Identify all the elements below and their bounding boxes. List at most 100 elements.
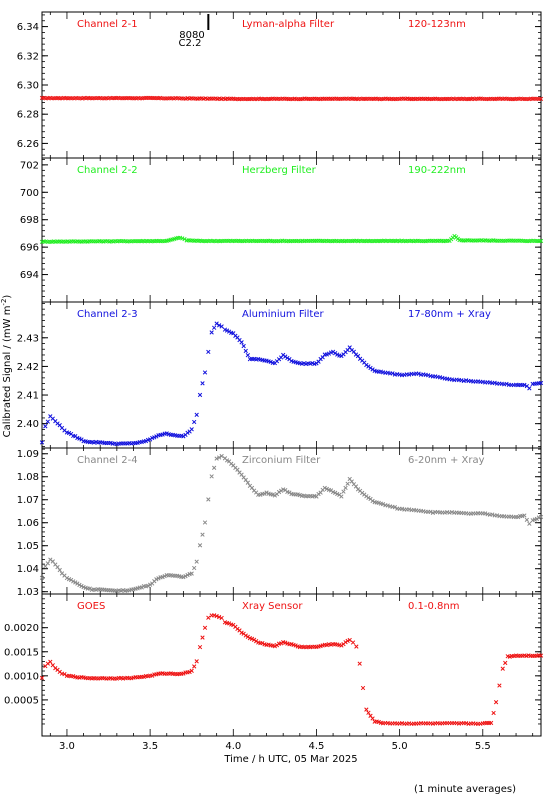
data-point — [522, 513, 527, 518]
data-point — [235, 467, 240, 472]
data-point — [214, 456, 219, 461]
data-point — [197, 644, 203, 650]
data-point — [55, 564, 60, 570]
data-point — [504, 381, 509, 387]
data-point — [364, 707, 369, 712]
data-point — [181, 671, 186, 676]
data-point — [406, 507, 412, 512]
data-point — [39, 675, 45, 681]
data-point — [64, 575, 70, 581]
data-point — [264, 490, 269, 495]
data-point — [326, 351, 332, 356]
x-axis-label: Time / h UTC, 05 Mar 2025 — [223, 754, 357, 765]
series-points — [39, 95, 544, 102]
data-point — [62, 672, 67, 677]
data-point — [147, 582, 153, 587]
data-point — [187, 669, 192, 675]
data-point — [189, 427, 194, 432]
data-point — [194, 412, 199, 417]
data-point — [390, 371, 395, 376]
data-point — [354, 644, 359, 649]
y-tick-label: 1.04 — [17, 564, 39, 575]
data-point — [206, 497, 211, 502]
panel-1: 6.26 6.28 6.30 6.32 6.34 Channel 2-1 Lyman-alp… — [17, 11, 544, 159]
data-point — [43, 424, 48, 429]
y-tick-label: 2.43 — [17, 333, 39, 344]
y-tick-label: 698 — [20, 215, 39, 226]
data-point — [333, 490, 338, 495]
y-tick-label: 0.0005 — [4, 695, 39, 706]
data-point — [48, 659, 53, 664]
panel-4: 1.03 1.04 1.05 1.06 1.07 1.08 1.09 Channel 2-4 Z… — [17, 447, 544, 598]
data-point — [197, 543, 203, 548]
data-point — [370, 716, 375, 721]
data-point — [239, 340, 244, 345]
data-point — [278, 488, 284, 493]
data-point — [278, 641, 284, 646]
y-tick-label: 2.42 — [17, 362, 39, 373]
x-tick-label: 3.5 — [142, 741, 158, 752]
data-point — [200, 532, 205, 537]
y-tick-label: 6.26 — [17, 139, 39, 150]
data-point — [497, 683, 502, 688]
data-point — [416, 371, 421, 376]
data-point — [493, 700, 499, 705]
data-point — [182, 236, 187, 242]
data-point — [428, 509, 433, 514]
data-point — [260, 640, 265, 646]
data-point — [216, 455, 222, 460]
data-point — [57, 567, 62, 573]
data-point — [503, 660, 508, 666]
y-tick-label: 1.03 — [17, 587, 39, 598]
data-point — [150, 673, 155, 678]
data-point — [351, 349, 357, 354]
data-point — [39, 575, 45, 580]
data-point — [189, 668, 194, 673]
data-point — [202, 625, 208, 630]
data-point — [500, 666, 505, 671]
data-point — [515, 514, 521, 520]
x-tick-label: 3.0 — [59, 741, 75, 752]
data-point — [71, 579, 76, 584]
y-axis-label: Calibrated Signal / (mW m-2) — [0, 295, 13, 438]
data-point — [45, 561, 50, 566]
data-point — [492, 380, 497, 385]
data-point — [154, 434, 159, 439]
data-point — [538, 514, 544, 520]
data-point — [79, 583, 84, 589]
band-label: 17-80nm + Xray — [408, 309, 491, 320]
data-point — [206, 349, 211, 355]
data-point — [183, 574, 188, 579]
data-point — [385, 503, 390, 508]
channel-label: Channel 2-2 — [77, 165, 138, 176]
averaging-note: (1 minute averages) — [414, 784, 516, 795]
marker-label-top: 8080 — [179, 30, 204, 41]
data-point — [243, 633, 248, 638]
series-points — [39, 613, 544, 727]
y-tick-label: 6.34 — [17, 22, 39, 33]
data-point — [357, 661, 362, 666]
data-point — [200, 381, 205, 386]
data-point — [77, 582, 82, 588]
data-point — [192, 664, 197, 669]
data-point — [522, 382, 527, 388]
x-tick-label: 5.5 — [475, 741, 491, 752]
data-point — [206, 615, 211, 620]
panel-5: 0.0005 0.0010 0.0015 0.0020 GOES Xray Sensor 0… — [4, 593, 544, 737]
filter-label: Lyman-alpha Filter — [242, 19, 335, 30]
y-tick-label: 6.32 — [17, 51, 39, 62]
marker-label-bottom: C2.2 — [179, 38, 202, 49]
data-point — [491, 710, 496, 716]
data-point — [276, 489, 282, 495]
series-points — [39, 321, 544, 447]
data-point — [245, 353, 250, 358]
data-point — [538, 380, 544, 386]
data-point — [399, 506, 405, 511]
data-point — [241, 343, 246, 349]
data-point — [202, 370, 208, 375]
y-tick-label: 2.41 — [17, 391, 39, 402]
data-point — [209, 474, 214, 479]
panel-frame — [41, 11, 542, 159]
x-tick-label: 4.0 — [225, 741, 241, 752]
